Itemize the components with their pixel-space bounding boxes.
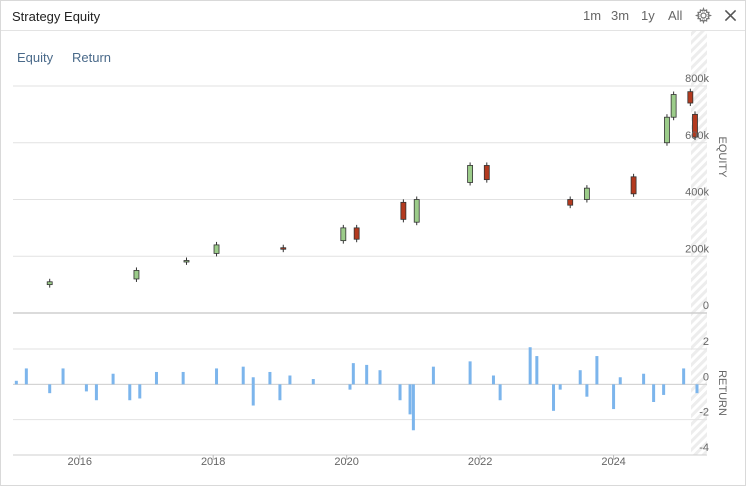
return-bar: [181, 371, 185, 385]
return-bar: [578, 370, 582, 385]
panel-header: Strategy Equity 1m 3m 1y All: [1, 1, 745, 31]
equity-tick-label: 800k: [685, 73, 709, 85]
return-bar: [154, 371, 158, 385]
x-tick-label: 2020: [334, 456, 358, 468]
return-bar: [138, 384, 142, 399]
equity-tick-label: 600k: [685, 130, 709, 142]
panel-title: Strategy Equity: [12, 9, 101, 24]
return-bar: [595, 356, 599, 385]
equity-candle: [46, 281, 53, 286]
return-bar: [268, 371, 272, 385]
return-bar: [535, 356, 539, 385]
gear-icon[interactable]: [695, 7, 712, 24]
equity-candle: [400, 201, 407, 220]
equity-candle: [413, 199, 420, 223]
x-tick-label: 2016: [67, 456, 91, 468]
equity-candle: [280, 247, 287, 250]
return-bar: [552, 384, 556, 411]
tab-equity[interactable]: Equity: [17, 50, 54, 65]
return-bar: [351, 363, 355, 385]
return-bar: [618, 377, 622, 385]
equity-tick-label: 0: [703, 300, 709, 312]
return-bar: [14, 380, 18, 385]
return-bar: [695, 384, 699, 394]
return-bar: [528, 347, 532, 385]
return-bar: [365, 364, 369, 385]
return-bar: [278, 384, 282, 401]
return-bar: [348, 384, 352, 390]
equity-candle: [467, 165, 474, 183]
range-all-button[interactable]: All: [668, 8, 683, 23]
equity-candle: [687, 91, 694, 104]
equity-candle: [133, 270, 140, 280]
return-bar: [612, 384, 616, 410]
equity-axis-label: EQUITY: [716, 137, 728, 179]
return-bar: [408, 384, 412, 415]
return-bar: [662, 384, 666, 395]
return-tick-label: -2: [699, 407, 709, 419]
x-tick-label: 2018: [201, 456, 225, 468]
equity-candle: [670, 94, 677, 118]
equity-candle: [630, 176, 637, 195]
equity-candle: [213, 244, 220, 254]
range-1y-button[interactable]: 1y: [641, 8, 655, 23]
return-tick-label: 2: [703, 336, 709, 348]
tab-return[interactable]: Return: [72, 50, 112, 65]
return-bar: [48, 384, 52, 394]
return-bar: [398, 384, 402, 401]
return-bar: [111, 373, 115, 385]
equity-candle: [483, 165, 490, 181]
return-tick-label: -4: [699, 442, 709, 454]
equity-tick-label: 200k: [685, 243, 709, 255]
return-bar: [378, 370, 382, 385]
x-tick-label: 2024: [601, 456, 625, 468]
equity-candle: [583, 187, 590, 200]
return-bar: [585, 384, 589, 397]
equity-candle: [353, 227, 360, 240]
return-bar: [215, 368, 219, 385]
return-bar: [682, 368, 686, 385]
range-3m-button[interactable]: 3m: [611, 8, 630, 23]
equity-candle: [692, 113, 698, 138]
equity-tick-label: 400k: [685, 187, 709, 199]
equity-candle: [664, 116, 670, 144]
return-bar: [288, 375, 292, 385]
return-bar: [94, 384, 98, 401]
x-tick-label: 2022: [468, 456, 492, 468]
return-bar: [251, 384, 255, 406]
return-bar: [241, 366, 245, 385]
return-bar: [498, 384, 502, 401]
return-bar: [311, 379, 315, 385]
range-1m-button[interactable]: 1m: [583, 8, 602, 23]
return-bar: [128, 384, 132, 401]
return-tick-label: 0: [703, 371, 709, 383]
return-bar: [491, 375, 495, 385]
equity-candle: [340, 227, 347, 242]
return-bar: [411, 384, 415, 431]
return-bar: [468, 361, 472, 385]
return-bar: [431, 366, 435, 385]
equity-candle: [567, 199, 574, 206]
return-axis-label: RETURN: [716, 370, 728, 416]
return-bar: [251, 377, 255, 385]
equity-candle: [183, 260, 190, 263]
return-bar: [558, 384, 562, 390]
close-icon[interactable]: [722, 7, 739, 24]
return-bar: [84, 384, 88, 392]
return-bar: [24, 368, 28, 385]
return-bar: [61, 368, 65, 385]
return-bar: [642, 373, 646, 385]
return-bar: [652, 384, 656, 402]
